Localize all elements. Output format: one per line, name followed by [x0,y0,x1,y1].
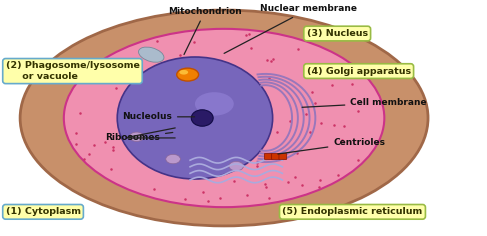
Ellipse shape [20,10,428,226]
Ellipse shape [195,92,234,116]
FancyBboxPatch shape [264,153,272,160]
Text: Nucleolus: Nucleolus [122,112,195,121]
Text: Centrioles: Centrioles [278,138,385,154]
Ellipse shape [177,68,199,81]
Text: (3) Nucleus: (3) Nucleus [307,29,368,38]
FancyBboxPatch shape [272,153,280,160]
Text: Nuclear membrane: Nuclear membrane [224,4,357,53]
FancyBboxPatch shape [279,153,287,160]
Ellipse shape [179,70,188,75]
Text: (5) Endoplasmic reticulum: (5) Endoplasmic reticulum [282,207,423,216]
Ellipse shape [166,154,180,164]
Ellipse shape [64,29,384,207]
Text: Cell membrane: Cell membrane [302,98,427,107]
Text: Ribosomes: Ribosomes [105,132,173,143]
Ellipse shape [117,57,273,179]
Ellipse shape [229,161,244,171]
Ellipse shape [191,110,213,126]
Ellipse shape [130,132,144,141]
Text: (1) Cytoplasm: (1) Cytoplasm [5,207,80,216]
Ellipse shape [138,47,164,62]
Text: (2) Phagosome/lysosome
     or vacuole: (2) Phagosome/lysosome or vacuole [5,61,139,81]
Text: Mitochondrion: Mitochondrion [168,7,242,55]
Text: (4) Golgi apparatus: (4) Golgi apparatus [307,67,411,76]
